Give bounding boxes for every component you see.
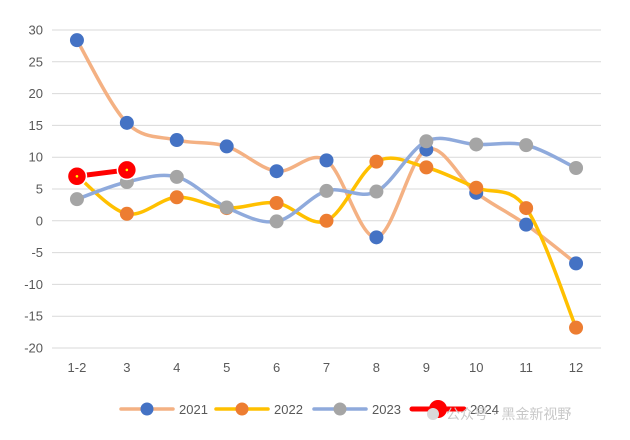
- data-point-2023: [269, 214, 284, 229]
- data-point-2021: [369, 230, 384, 245]
- legend-label: 2021: [179, 402, 208, 417]
- data-point-2021: [269, 164, 284, 179]
- data-point-2021: [219, 139, 234, 154]
- data-point-2022: [519, 201, 534, 216]
- y-tick-label: 0: [36, 213, 43, 228]
- legend-item-2021: 2021: [119, 402, 208, 417]
- data-point-2023: [319, 183, 334, 198]
- x-tick-label: 3: [123, 360, 130, 375]
- data-point-2023: [369, 184, 384, 199]
- y-axis-ticks: 30 25 20 15 10 5 0 -5 -10 -15 -20: [24, 23, 43, 356]
- x-tick-label: 12: [569, 360, 583, 375]
- data-point-2022: [119, 206, 134, 221]
- x-tick-label: 10: [469, 360, 483, 375]
- legend-label: 2022: [274, 402, 303, 417]
- data-point-2022: [319, 213, 334, 228]
- series-2024: [66, 159, 138, 187]
- data-point-2021: [319, 153, 334, 168]
- legend-marker: [140, 402, 154, 416]
- legend-marker: [333, 402, 347, 416]
- series-line-2021: [75, 38, 578, 266]
- data-point-2021: [519, 217, 534, 232]
- x-tick-label: 9: [423, 360, 430, 375]
- y-tick-label: 30: [29, 23, 43, 38]
- data-point-2023: [519, 138, 534, 153]
- series-2022: [69, 154, 584, 335]
- x-axis-ticks: 1-2 3 4 5 6 7 8 9 10 11 12: [68, 360, 584, 375]
- data-point-2023: [219, 200, 234, 215]
- data-point-center-2024: [75, 174, 79, 178]
- x-tick-label: 5: [223, 360, 230, 375]
- y-tick-label: 5: [36, 182, 43, 197]
- data-point-2022: [469, 180, 484, 195]
- data-point-center-2024: [125, 168, 129, 172]
- x-tick-label: 11: [519, 360, 533, 375]
- legend-label: 2024: [470, 402, 499, 417]
- data-point-2023: [69, 192, 84, 207]
- y-tick-label: -5: [31, 245, 43, 260]
- data-point-2022: [569, 320, 584, 335]
- x-tick-label: 1-2: [68, 360, 87, 375]
- y-tick-label: 15: [29, 118, 43, 133]
- y-tick-label: 10: [29, 150, 43, 165]
- series-line-2022: [75, 156, 578, 330]
- x-tick-label: 4: [173, 360, 180, 375]
- data-point-2021: [69, 33, 84, 48]
- y-tick-label: 20: [29, 86, 43, 101]
- data-point-2021: [169, 133, 184, 148]
- series-layer: [66, 33, 584, 335]
- watermark-text: 公众号 · 黑金新视野: [446, 407, 571, 423]
- legend-item-2022: 2022: [214, 402, 303, 417]
- data-point-2021: [119, 115, 134, 130]
- data-point-2023: [169, 169, 184, 184]
- data-point-2023: [569, 161, 584, 176]
- data-point-2021: [569, 256, 584, 271]
- data-point-2022: [169, 190, 184, 205]
- legend-marker: [235, 402, 249, 416]
- watermark: 公众号 · 黑金新视野: [427, 407, 571, 423]
- legend-item-2023: 2023: [312, 402, 401, 417]
- legend: 2021 2022 2023 2024: [119, 400, 499, 418]
- x-tick-label: 8: [373, 360, 380, 375]
- legend-label: 2023: [372, 402, 401, 417]
- x-tick-label: 6: [273, 360, 280, 375]
- data-point-2022: [419, 160, 434, 175]
- y-tick-label: -20: [24, 341, 43, 356]
- data-point-2022: [369, 154, 384, 169]
- data-point-2023: [419, 134, 434, 149]
- y-tick-label: 25: [29, 54, 43, 69]
- x-tick-label: 7: [323, 360, 330, 375]
- series-2021: [69, 33, 584, 271]
- y-tick-label: -10: [24, 277, 43, 292]
- watermark-icon: [427, 408, 439, 420]
- data-point-2023: [469, 137, 484, 152]
- y-tick-label: -15: [24, 309, 43, 324]
- data-point-2022: [269, 195, 284, 210]
